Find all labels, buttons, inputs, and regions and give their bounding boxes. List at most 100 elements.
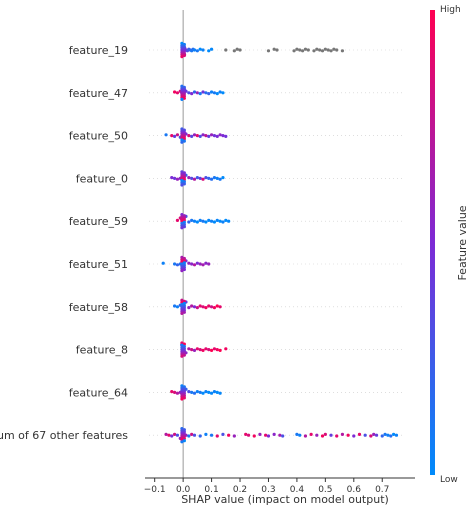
shap-point <box>246 433 251 437</box>
shap-point <box>187 176 191 180</box>
shap-point <box>180 431 184 435</box>
shap-point <box>218 348 222 352</box>
shap-point <box>204 91 208 95</box>
shap-point <box>182 265 186 269</box>
x-tick-label: 0.5 <box>318 485 332 495</box>
shap-point <box>209 305 214 309</box>
shap-point <box>182 137 186 141</box>
shap-point <box>372 432 376 436</box>
shap-point <box>195 390 199 394</box>
shap-point <box>278 433 282 437</box>
shap-point <box>180 89 184 93</box>
shap-point <box>301 49 305 53</box>
shap-point <box>180 433 184 437</box>
shap-point <box>275 48 279 52</box>
shap-point <box>180 298 184 302</box>
feature-label: feature_8 <box>76 344 128 357</box>
shap-point <box>207 92 211 96</box>
shap-point <box>180 138 184 142</box>
feature-label: feature_51 <box>69 258 128 271</box>
shap-point <box>295 47 299 51</box>
shap-point <box>232 434 236 438</box>
shap-point <box>182 214 186 218</box>
shap-point <box>198 218 202 222</box>
shap-point <box>180 91 184 95</box>
shap-point <box>374 433 379 437</box>
shap-point <box>182 385 186 389</box>
shap-point <box>187 434 191 438</box>
shap-point <box>209 433 214 437</box>
x-axis-label: SHAP value (impact on model output) <box>181 493 389 506</box>
shap-point <box>195 134 199 138</box>
shap-point <box>346 433 350 437</box>
shap-point <box>244 432 248 436</box>
shap-point <box>180 95 184 99</box>
shap-point <box>329 433 333 437</box>
colorbar-low-label: Low <box>440 475 458 485</box>
shap-point <box>180 170 184 174</box>
shap-point <box>164 133 168 137</box>
feature-label: Sum of 67 other features <box>0 429 128 442</box>
shap-point <box>182 173 186 177</box>
shap-point <box>180 258 184 262</box>
shap-point <box>266 434 271 438</box>
shap-point <box>187 91 191 95</box>
shap-point <box>221 432 225 436</box>
shap-point <box>187 347 191 351</box>
shap-point <box>180 174 184 178</box>
shap-point <box>312 49 316 53</box>
shap-point <box>209 219 214 223</box>
shap-point <box>272 47 276 51</box>
shap-point <box>215 434 219 438</box>
x-tick-label: 0.1 <box>204 485 218 495</box>
shap-point <box>175 263 180 267</box>
shap-point <box>201 263 205 267</box>
shap-point <box>207 134 211 138</box>
shap-point <box>180 97 184 101</box>
shap-point <box>215 390 219 394</box>
shap-point <box>215 176 219 180</box>
x-tick-label: 0.0 <box>176 485 191 495</box>
shap-point <box>180 390 184 394</box>
shap-point <box>209 90 214 94</box>
shap-point <box>180 131 184 135</box>
shap-point <box>175 133 180 137</box>
shap-point <box>164 432 168 436</box>
shap-point <box>323 432 327 436</box>
shap-point <box>182 45 186 49</box>
shap-point <box>182 182 186 186</box>
shap-point <box>182 130 186 134</box>
shap-point <box>180 386 184 390</box>
shap-point <box>215 348 219 352</box>
shap-point <box>198 176 202 180</box>
shap-point <box>264 433 268 437</box>
shap-point <box>224 347 228 351</box>
shap-point <box>192 48 197 52</box>
shap-point <box>180 354 184 358</box>
shap-point <box>180 181 184 185</box>
shap-point <box>182 299 186 303</box>
shap-point <box>218 391 222 395</box>
shap-point <box>201 177 205 181</box>
shap-point <box>182 310 186 314</box>
colorbar-title: Feature value <box>456 205 469 280</box>
shap-point <box>306 48 310 52</box>
shap-point <box>180 393 184 397</box>
shap-point <box>182 51 186 55</box>
feature-label: feature_0 <box>76 172 128 185</box>
shap-point <box>182 304 186 308</box>
shap-point <box>357 432 362 436</box>
shap-point <box>224 134 228 138</box>
shap-point <box>180 348 184 352</box>
shap-point <box>180 217 184 221</box>
shap-point <box>201 391 205 395</box>
shap-point <box>190 134 194 138</box>
shap-point <box>187 306 191 310</box>
shap-point <box>207 304 211 308</box>
shap-point <box>182 132 186 137</box>
shap-point <box>204 347 208 351</box>
shap-point <box>192 305 197 309</box>
shap-point <box>209 133 214 137</box>
shap-point <box>195 91 199 95</box>
